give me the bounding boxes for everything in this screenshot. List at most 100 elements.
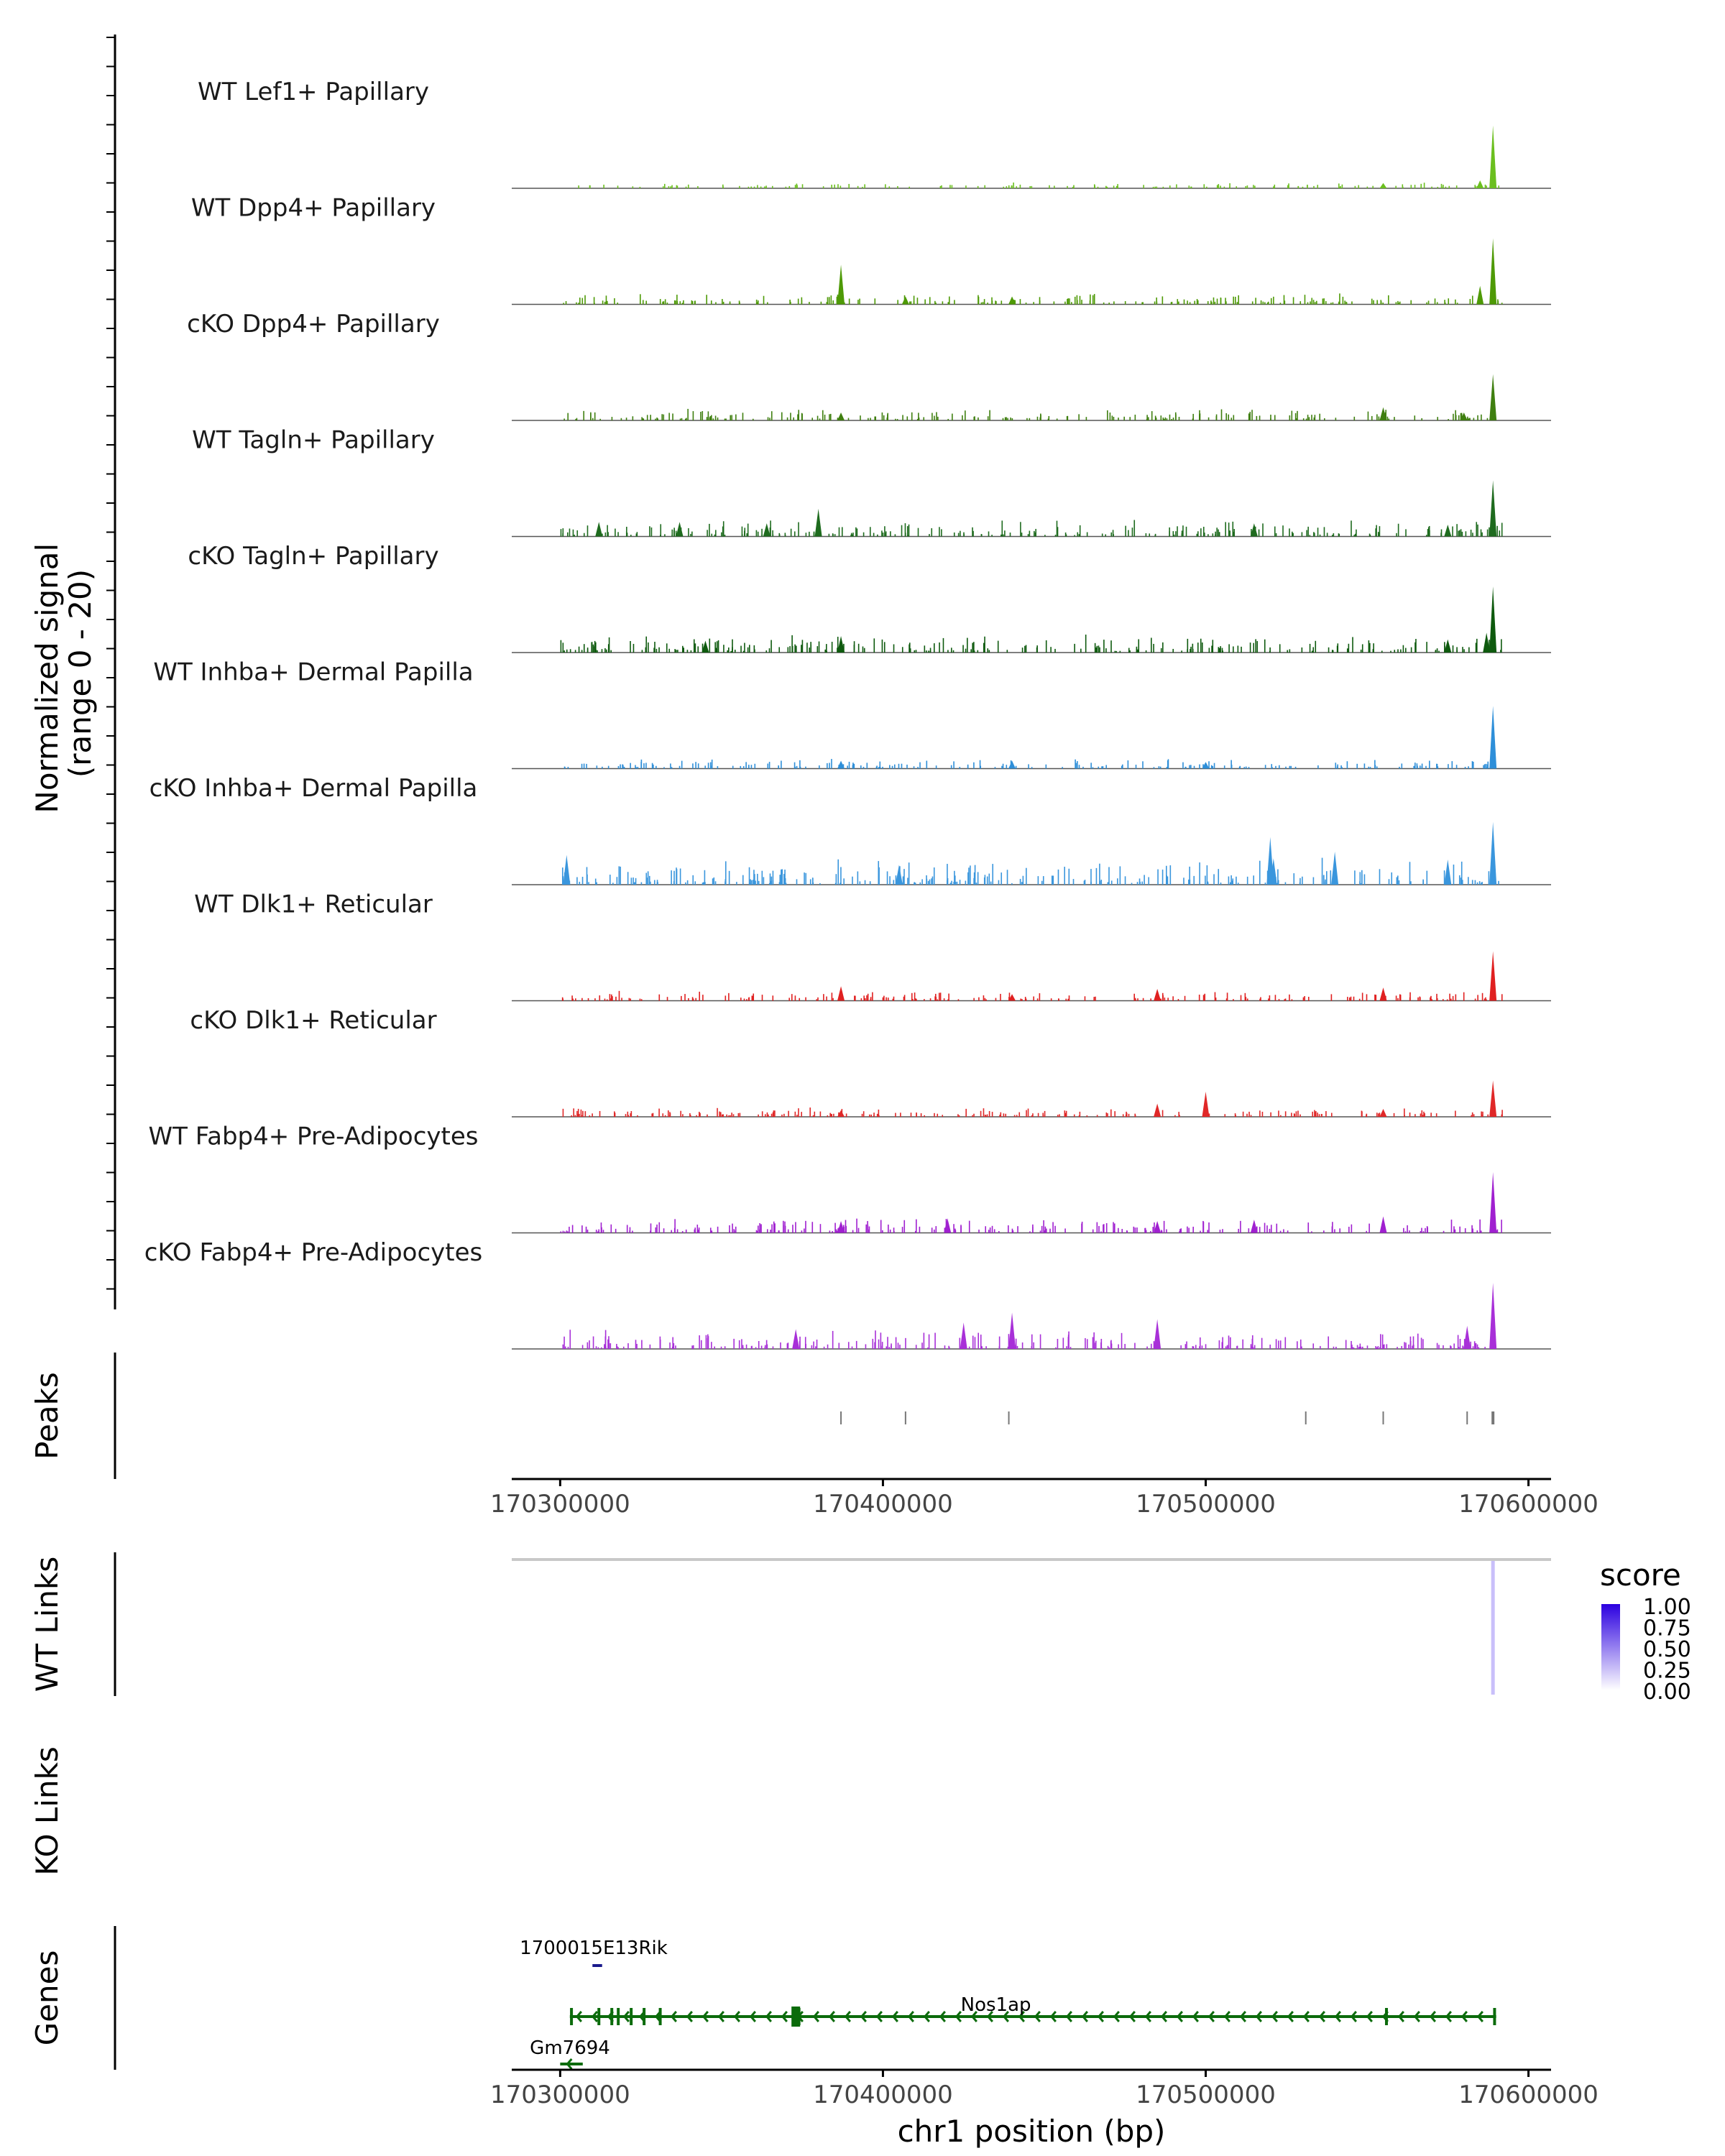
coverage-peak (1008, 1312, 1016, 1349)
gene-1700015E13Rik: 1700015E13Rik (520, 1938, 668, 1967)
strand-chevron (1081, 2011, 1088, 2022)
coverage-peak (1489, 951, 1497, 1001)
strand-chevron (970, 2011, 978, 2022)
track-2: cKO Dpp4+ Papillary (187, 310, 1551, 421)
track-label: WT Dlk1+ Reticular (194, 890, 433, 919)
track-label: WT Lef1+ Papillary (198, 78, 429, 106)
strand-chevron (1144, 2011, 1151, 2022)
coverage-peak (563, 854, 571, 885)
strand-chevron (575, 2011, 582, 2022)
track-3: WT Tagln+ Papillary (192, 426, 1551, 538)
x-tick-label: 170500000 (1136, 1490, 1276, 1519)
coverage-peak (1444, 860, 1452, 885)
track-9: WT Fabp4+ Pre-Adipocytes (149, 1123, 1551, 1234)
coverage-peak (1379, 1216, 1387, 1233)
coverage-peak (1489, 125, 1497, 188)
coverage-peak (837, 1220, 845, 1233)
gene-label: Gm7694 (530, 2037, 610, 2059)
coverage-peak (1463, 1325, 1471, 1349)
coverage-peak (1154, 1319, 1162, 1349)
strand-chevron (1002, 2011, 1009, 2022)
strand-chevron (717, 2011, 724, 2022)
coverage-peak (1476, 180, 1484, 188)
coverage-peak (1444, 639, 1452, 653)
gene-label: Nos1ap (961, 1994, 1031, 2016)
strand-chevron (566, 2058, 573, 2070)
strand-chevron (1255, 2011, 1262, 2022)
track-5: WT Inhba+ Dermal Papilla (153, 658, 1551, 770)
gene-label: 1700015E13Rik (520, 1938, 668, 1959)
strand-chevron (670, 2011, 677, 2022)
strand-chevron (1318, 2011, 1325, 2022)
track-0: WT Lef1+ Papillary (198, 78, 1551, 189)
genes-track-label: Genes (29, 1950, 65, 2046)
track-label: cKO Inhba+ Dermal Papilla (150, 774, 478, 803)
coverage-peak (676, 522, 684, 537)
coverage-peak (595, 522, 603, 537)
x-tick-label: 170500000 (1136, 2081, 1276, 2109)
strand-chevron (1429, 2011, 1436, 2022)
strand-chevron (591, 2011, 598, 2022)
signal-axis-title: Normalized signal (range 0 - 20) (29, 533, 98, 813)
strand-chevron (1239, 2011, 1246, 2022)
coverage-peak (1008, 760, 1016, 769)
strand-chevron (860, 2011, 867, 2022)
coverage-peak (1154, 1103, 1162, 1117)
exon (570, 2008, 574, 2025)
strand-chevron (1065, 2011, 1072, 2022)
coverage-peak (1489, 1283, 1497, 1349)
exon (630, 2008, 633, 2025)
coverage-peak (837, 264, 845, 305)
coverage-peak (1266, 837, 1274, 885)
x-tick-label: 170400000 (813, 2081, 953, 2109)
track-6: cKO Inhba+ Dermal Papilla (150, 774, 1551, 885)
track-4: cKO Tagln+ Papillary (188, 542, 1551, 653)
strand-chevron (891, 2011, 898, 2022)
exon (597, 2008, 601, 2025)
coverage-peak (837, 636, 845, 653)
coverage-peak (814, 508, 822, 537)
gene-models: 1700015E13Rik Nos1ap Gm7694 (520, 1938, 1496, 2070)
strand-chevron (954, 2011, 962, 2022)
strand-chevron (1350, 2011, 1357, 2022)
coverage-peak (895, 865, 903, 885)
x-tick-label: 170600000 (1458, 2081, 1598, 2109)
exon (617, 2008, 620, 2025)
ko-links-label: KO Links (29, 1746, 65, 1876)
strand-chevron (1223, 2011, 1230, 2022)
gene-Nos1ap: Nos1ap (569, 1994, 1496, 2027)
strand-chevron (1397, 2011, 1404, 2022)
x-axis-lower-ticks: 170300000 170400000 170500000 170600000 (490, 2070, 1598, 2109)
coverage-peak (702, 640, 709, 653)
track-1: WT Dpp4+ Papillary (191, 194, 1551, 305)
strand-chevron (1049, 2011, 1057, 2022)
coverage-peak (1202, 1092, 1210, 1117)
track-label: cKO Fabp4+ Pre-Adipocytes (144, 1238, 483, 1267)
track-label: WT Tagln+ Papillary (192, 426, 435, 455)
coverage-peak (960, 1322, 967, 1349)
coverage-peak (1489, 1171, 1497, 1233)
legend-title: score (1600, 1557, 1681, 1593)
coverage-peak (1489, 374, 1497, 420)
coverage-peak (1379, 407, 1387, 420)
x-axis-title: chr1 position (bp) (898, 2114, 1166, 2149)
strand-chevron (1445, 2011, 1452, 2022)
track-label: cKO Tagln+ Papillary (188, 542, 438, 571)
strand-chevron (1302, 2011, 1310, 2022)
x-tick-label: 170300000 (490, 2081, 630, 2109)
strand-chevron (907, 2011, 914, 2022)
strand-chevron (622, 2011, 630, 2022)
strand-chevron (1460, 2011, 1468, 2022)
coverage-peak (901, 296, 909, 305)
strand-chevron (1113, 2011, 1120, 2022)
coverage-peak (1202, 762, 1210, 769)
strand-chevron (828, 2011, 835, 2022)
x-tick-label: 170300000 (490, 1490, 630, 1519)
coverage-peak (1489, 586, 1497, 653)
coverage-peak (1489, 480, 1497, 537)
coverage-peak (1250, 1220, 1258, 1233)
coverage-tracks: WT Lef1+ Papillary WT Dpp4+ Papillary cKO … (144, 78, 1551, 1350)
track-8: cKO Dlk1+ Reticular (190, 1006, 1551, 1118)
strand-chevron (765, 2011, 772, 2022)
coverage-peak (1444, 524, 1452, 537)
